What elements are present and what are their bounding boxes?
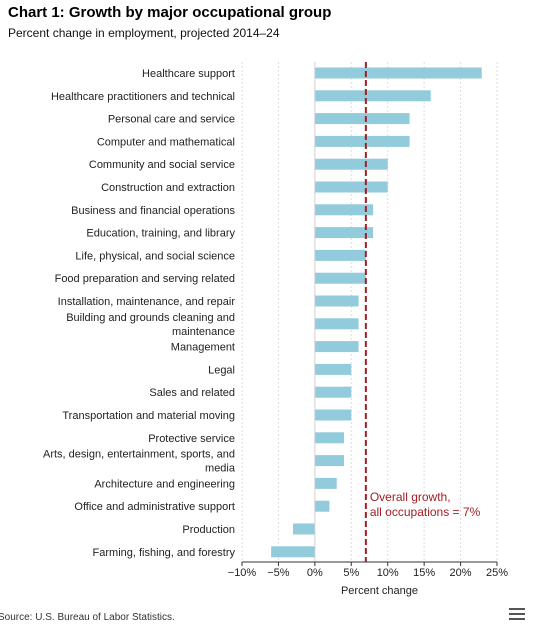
bar xyxy=(314,432,344,444)
x-tick-label: 15% xyxy=(413,567,435,579)
bar xyxy=(314,249,366,261)
category-label: Transportation and material moving xyxy=(62,410,235,422)
category-label: Computer and mathematical xyxy=(97,136,235,148)
bar xyxy=(271,546,315,558)
category-label: Business and financial operations xyxy=(71,205,235,217)
bar xyxy=(314,500,330,512)
x-axis-title: Percent change xyxy=(341,585,418,597)
x-tick-label: 0% xyxy=(307,567,323,579)
bar xyxy=(314,181,388,193)
x-tick-label: 20% xyxy=(450,567,472,579)
x-tick-label: 10% xyxy=(377,567,399,579)
menu-icon[interactable] xyxy=(509,608,525,622)
category-label: maintenance xyxy=(172,326,235,338)
category-label: Food preparation and serving related xyxy=(55,273,235,285)
bar xyxy=(314,455,344,467)
category-label: Community and social service xyxy=(89,159,235,171)
category-label: Arts, design, entertainment, sports, and xyxy=(43,449,235,461)
bar xyxy=(314,318,359,330)
bar xyxy=(314,158,388,170)
x-tick-label: 25% xyxy=(486,567,508,579)
category-label: Personal care and service xyxy=(108,114,235,126)
bar xyxy=(314,272,366,284)
bar xyxy=(314,363,352,375)
bar xyxy=(314,477,337,489)
bar xyxy=(314,90,431,102)
bar xyxy=(314,67,482,79)
category-label: Protective service xyxy=(148,433,235,445)
x-tick-label: 5% xyxy=(343,567,359,579)
category-label: Office and administrative support xyxy=(74,501,235,513)
category-label: Healthcare support xyxy=(142,68,235,80)
x-tick-label: −5% xyxy=(267,567,290,579)
bar xyxy=(314,113,410,125)
bar xyxy=(314,227,374,239)
reference-line-label: all occupations = 7% xyxy=(370,505,481,519)
chart-subtitle: Percent change in employment, projected … xyxy=(8,26,280,40)
category-label: Management xyxy=(171,342,235,354)
reference-line-label: Overall growth, xyxy=(370,490,451,504)
bar xyxy=(293,523,315,535)
chart-title: Chart 1: Growth by major occupational gr… xyxy=(8,4,332,21)
bar xyxy=(314,386,352,398)
category-label: Production xyxy=(182,524,235,536)
category-label: Sales and related xyxy=(149,387,235,399)
category-label: media xyxy=(205,463,236,475)
bar xyxy=(314,409,352,421)
x-tick-label: −10% xyxy=(228,567,257,579)
category-label: Farming, fishing, and forestry xyxy=(93,547,236,559)
category-label: Legal xyxy=(208,364,235,376)
category-label: Installation, maintenance, and repair xyxy=(58,296,236,308)
category-label: Healthcare practitioners and technical xyxy=(51,91,235,103)
category-label: Education, training, and library xyxy=(86,228,235,240)
category-label: Architecture and engineering xyxy=(94,478,235,490)
category-label: Building and grounds cleaning and xyxy=(66,312,235,324)
bar xyxy=(314,135,410,147)
category-label: Construction and extraction xyxy=(101,182,235,194)
bar xyxy=(314,204,374,216)
bar xyxy=(314,341,359,353)
source-note: Source: U.S. Bureau of Labor Statistics. xyxy=(0,612,175,623)
category-label: Life, physical, and social science xyxy=(75,250,235,262)
bar xyxy=(314,295,359,307)
